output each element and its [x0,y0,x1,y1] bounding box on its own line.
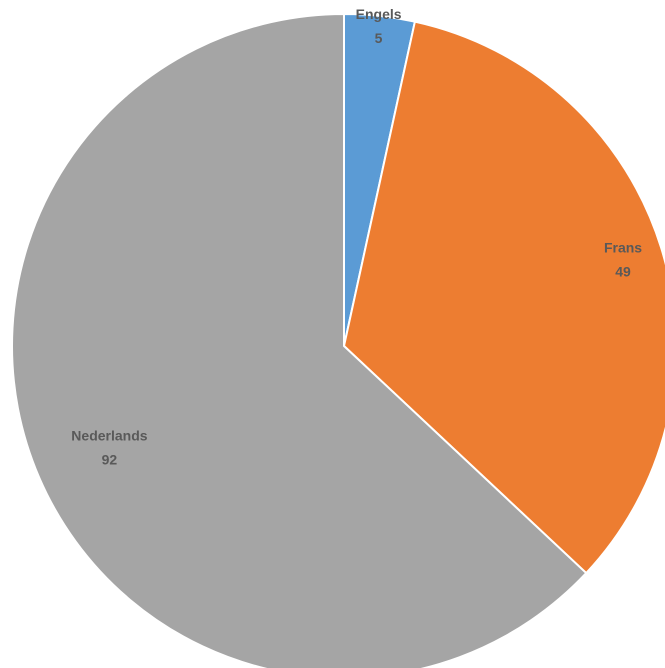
data-label-value-engels: 5 [375,30,383,46]
pie-slices [11,12,665,668]
data-label-category-nederlands: Nederlands [71,428,147,444]
data-label-category-engels: Engels [356,6,402,22]
data-label-category-frans: Frans [604,239,642,255]
pie-slice-nederlands [11,12,588,668]
data-label-value-frans: 49 [615,263,631,279]
pie-slice-frans [342,20,665,575]
data-label-value-nederlands: 92 [102,452,118,468]
pie-data-labels: Engels 5 Frans 49 Nederlands 92 [71,6,642,468]
